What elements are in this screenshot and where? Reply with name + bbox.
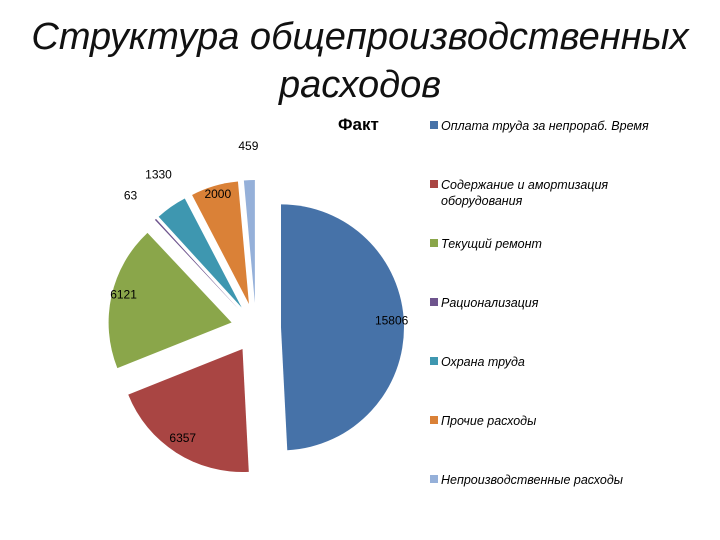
legend-swatch (430, 239, 438, 247)
data-label: 15806 (375, 314, 409, 328)
data-label: 459 (238, 139, 258, 153)
pie-slice (280, 204, 404, 451)
legend-item: Непроизводственные расходы (430, 472, 660, 488)
pie-slice (243, 180, 255, 304)
data-label: 2000 (204, 187, 231, 201)
legend-label: Текущий ремонт (441, 237, 542, 251)
slide-title-line1: Структура общепроизводственных (31, 16, 689, 58)
legend-label: Непроизводственные расходы (441, 473, 623, 487)
data-label: 1330 (145, 168, 172, 182)
legend-label: Содержание и амортизация оборудования (441, 178, 609, 208)
legend-item: Содержание и амортизация оборудования (430, 177, 660, 209)
legend-item: Оплата труда за непрораб. Время (430, 118, 660, 134)
data-label: 63 (124, 188, 138, 202)
legend-item: Текущий ремонт (430, 236, 660, 252)
legend-label: Оплата труда за непрораб. Время (441, 119, 649, 133)
pie-slice (158, 198, 242, 308)
legend-swatch (430, 180, 438, 188)
legend-label: Прочие расходы (441, 414, 537, 428)
legend-item: Охрана труда (430, 354, 660, 370)
legend-item: Рационализация (430, 295, 660, 311)
chart-title: Факт (338, 115, 379, 134)
pie-slice (154, 218, 240, 310)
legend-swatch (430, 298, 438, 306)
data-label: 6357 (169, 431, 196, 445)
pie-slice (108, 232, 232, 369)
legend-swatch (430, 121, 438, 129)
legend-swatch (430, 475, 438, 483)
pie-slice (128, 349, 249, 473)
legend-swatch (430, 357, 438, 365)
legend-swatch (430, 416, 438, 424)
legend-label: Охрана труда (441, 355, 525, 369)
legend-label: Рационализация (441, 296, 539, 310)
pie-slice (192, 181, 249, 305)
data-label: 6121 (110, 287, 137, 301)
legend-item: Прочие расходы (430, 413, 660, 429)
slide-title-line2: расходов (278, 64, 442, 106)
